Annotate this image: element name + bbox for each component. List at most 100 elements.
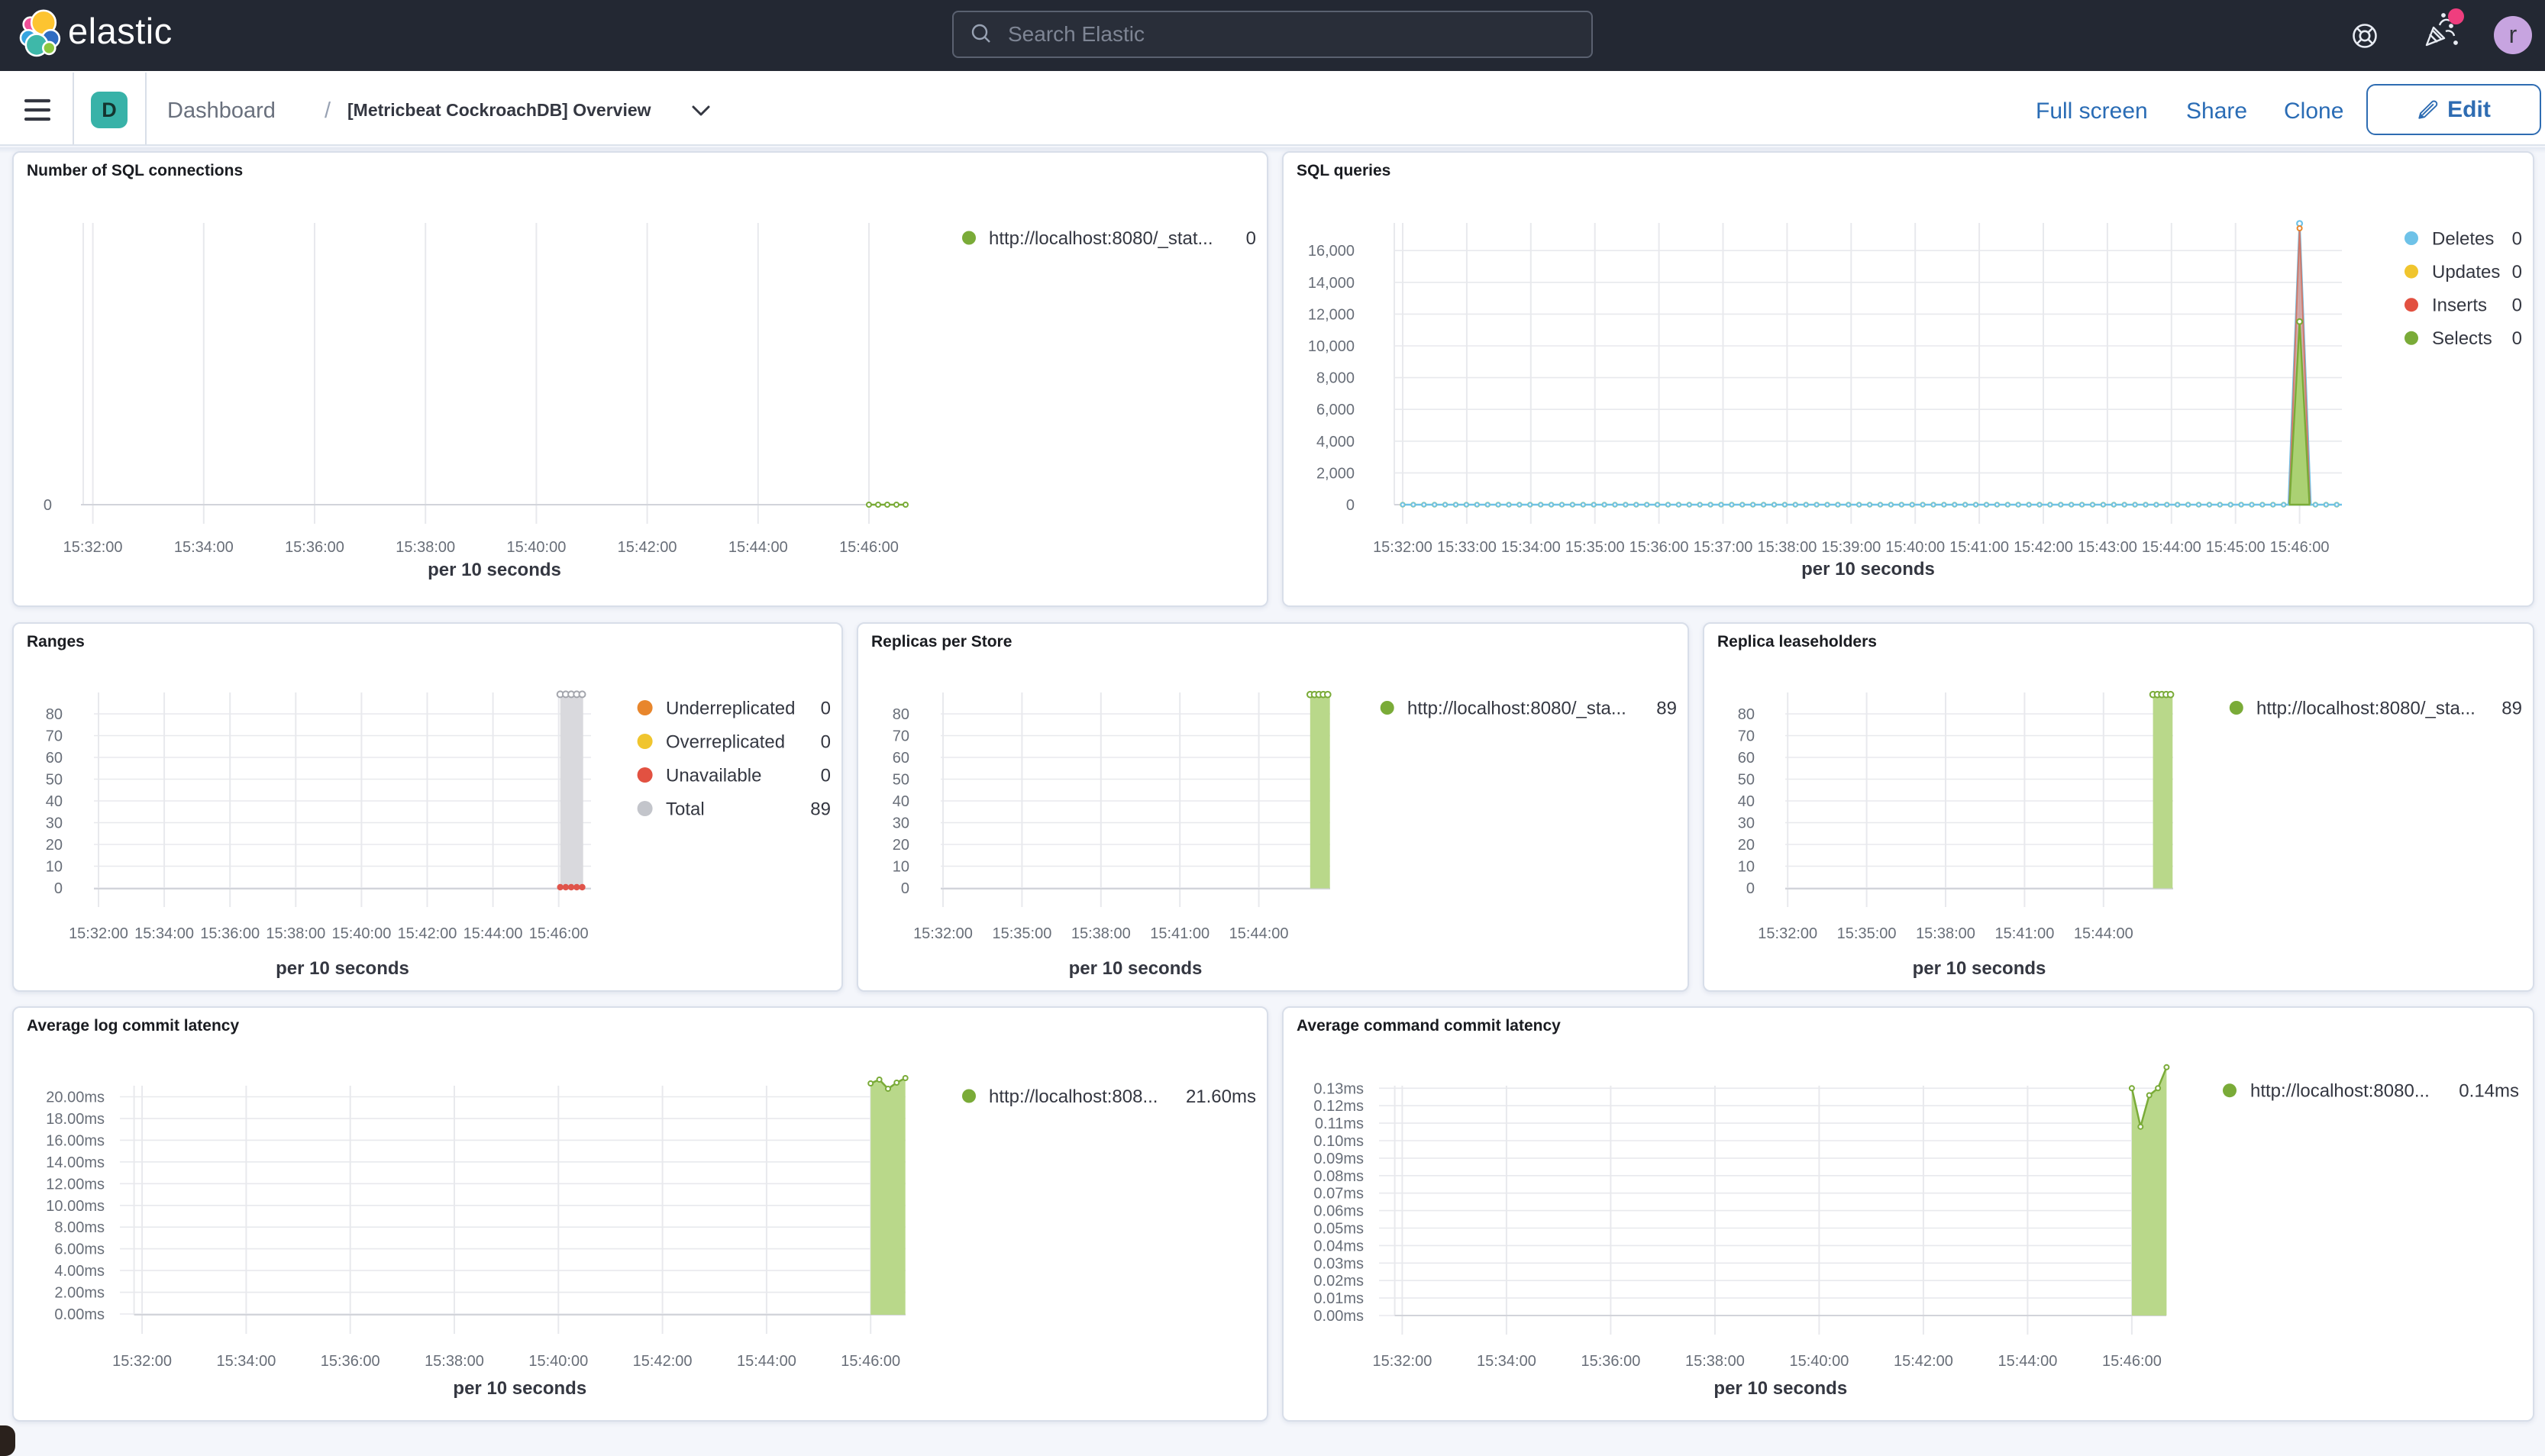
svg-text:0.08ms: 0.08ms xyxy=(1313,1168,1364,1185)
svg-text:30: 30 xyxy=(893,815,909,832)
svg-text:15:41:00: 15:41:00 xyxy=(1150,925,1210,942)
svg-text:0.04ms: 0.04ms xyxy=(1313,1238,1364,1254)
svg-text:15:44:00: 15:44:00 xyxy=(463,925,523,942)
svg-text:15:46:00: 15:46:00 xyxy=(2102,1353,2162,1370)
svg-text:Deletes: Deletes xyxy=(2432,228,2494,249)
svg-text:89: 89 xyxy=(1656,698,1677,718)
svg-text:0.13ms: 0.13ms xyxy=(1313,1080,1364,1097)
svg-text:15:43:00: 15:43:00 xyxy=(2078,539,2137,556)
svg-text:per 10 seconds: per 10 seconds xyxy=(1069,958,1203,979)
svg-text:15:44:00: 15:44:00 xyxy=(728,539,788,556)
svg-text:http://localhost:8080/_sta...: http://localhost:8080/_sta... xyxy=(1407,698,1626,718)
svg-text:2,000: 2,000 xyxy=(1316,465,1355,482)
svg-text:15:38:00: 15:38:00 xyxy=(396,539,455,556)
svg-text:15:34:00: 15:34:00 xyxy=(134,925,194,942)
svg-text:0.11ms: 0.11ms xyxy=(1315,1115,1364,1132)
svg-text:15:44:00: 15:44:00 xyxy=(737,1353,796,1370)
svg-text:2.00ms: 2.00ms xyxy=(54,1285,105,1302)
svg-text:15:46:00: 15:46:00 xyxy=(2270,539,2330,556)
svg-text:Inserts: Inserts xyxy=(2432,295,2487,316)
svg-text:0.00ms: 0.00ms xyxy=(54,1306,105,1323)
svg-text:15:38:00: 15:38:00 xyxy=(266,925,325,942)
svg-text:20: 20 xyxy=(1738,837,1755,854)
svg-text:60: 60 xyxy=(893,750,909,767)
svg-text:15:44:00: 15:44:00 xyxy=(1229,925,1289,942)
svg-text:10.00ms: 10.00ms xyxy=(46,1198,105,1215)
svg-text:0.06ms: 0.06ms xyxy=(1313,1203,1364,1220)
svg-text:15:38:00: 15:38:00 xyxy=(425,1353,484,1370)
svg-text:50: 50 xyxy=(1738,772,1755,789)
svg-text:0.14ms: 0.14ms xyxy=(2459,1081,2519,1102)
svg-text:Selects: Selects xyxy=(2432,328,2492,349)
svg-text:15:46:00: 15:46:00 xyxy=(529,925,589,942)
svg-text:30: 30 xyxy=(46,815,63,832)
svg-text:http://localhost:8080/_stat...: http://localhost:8080/_stat... xyxy=(989,228,1213,249)
svg-text:12,000: 12,000 xyxy=(1308,306,1355,323)
svg-text:10: 10 xyxy=(46,859,63,876)
svg-text:10: 10 xyxy=(893,859,909,876)
svg-text:70: 70 xyxy=(1738,728,1755,745)
svg-text:10: 10 xyxy=(1738,859,1755,876)
svg-text:15:40:00: 15:40:00 xyxy=(1885,539,1945,556)
svg-text:15:32:00: 15:32:00 xyxy=(1373,539,1432,556)
svg-text:0.10ms: 0.10ms xyxy=(1313,1133,1364,1150)
svg-text:15:46:00: 15:46:00 xyxy=(841,1353,900,1370)
svg-text:40: 40 xyxy=(1738,793,1755,810)
svg-text:0.02ms: 0.02ms xyxy=(1313,1273,1364,1290)
svg-text:15:36:00: 15:36:00 xyxy=(1581,1353,1640,1370)
svg-text:15:33:00: 15:33:00 xyxy=(1437,539,1497,556)
svg-text:0.00ms: 0.00ms xyxy=(1313,1308,1364,1325)
svg-text:15:35:00: 15:35:00 xyxy=(1837,925,1897,942)
svg-text:8.00ms: 8.00ms xyxy=(54,1219,105,1236)
svg-text:0: 0 xyxy=(821,765,831,786)
svg-text:0: 0 xyxy=(1746,880,1755,897)
svg-text:per 10 seconds: per 10 seconds xyxy=(453,1378,586,1399)
svg-text:4.00ms: 4.00ms xyxy=(54,1263,105,1280)
svg-text:http://localhost:8080/_sta...: http://localhost:8080/_sta... xyxy=(2256,698,2476,718)
svg-text:50: 50 xyxy=(46,772,63,789)
svg-text:89: 89 xyxy=(810,799,831,819)
svg-text:80: 80 xyxy=(46,706,63,723)
svg-text:89: 89 xyxy=(2501,698,2522,718)
svg-text:15:35:00: 15:35:00 xyxy=(1565,539,1625,556)
svg-text:70: 70 xyxy=(893,728,909,745)
svg-text:per 10 seconds: per 10 seconds xyxy=(428,560,561,580)
svg-text:16.00ms: 16.00ms xyxy=(46,1132,105,1149)
svg-text:15:40:00: 15:40:00 xyxy=(506,539,566,556)
svg-text:0: 0 xyxy=(821,731,831,752)
svg-text:15:34:00: 15:34:00 xyxy=(174,539,234,556)
svg-text:80: 80 xyxy=(893,706,909,723)
svg-text:per 10 seconds: per 10 seconds xyxy=(276,958,409,979)
svg-text:15:36:00: 15:36:00 xyxy=(321,1353,380,1370)
svg-text:40: 40 xyxy=(893,793,909,810)
svg-text:per 10 seconds: per 10 seconds xyxy=(1713,1378,1847,1399)
svg-text:15:34:00: 15:34:00 xyxy=(1477,1353,1536,1370)
svg-text:0: 0 xyxy=(2512,328,2522,349)
svg-text:50: 50 xyxy=(893,772,909,789)
svg-text:0: 0 xyxy=(2512,295,2522,316)
svg-text:70: 70 xyxy=(46,728,63,745)
svg-text:40: 40 xyxy=(46,793,63,810)
svg-text:0: 0 xyxy=(1346,497,1355,514)
svg-text:15:44:00: 15:44:00 xyxy=(1998,1353,2057,1370)
svg-text:http://localhost:808...: http://localhost:808... xyxy=(989,1086,1158,1107)
svg-text:15:40:00: 15:40:00 xyxy=(1789,1353,1849,1370)
svg-text:0: 0 xyxy=(44,497,52,514)
svg-text:15:35:00: 15:35:00 xyxy=(992,925,1051,942)
svg-text:20.00ms: 20.00ms xyxy=(46,1090,105,1106)
svg-text:15:42:00: 15:42:00 xyxy=(618,539,677,556)
svg-text:15:34:00: 15:34:00 xyxy=(1501,539,1561,556)
svg-text:15:32:00: 15:32:00 xyxy=(913,925,973,942)
svg-text:16,000: 16,000 xyxy=(1308,243,1355,260)
svg-text:0: 0 xyxy=(2512,228,2522,249)
svg-text:0.01ms: 0.01ms xyxy=(1313,1290,1364,1307)
svg-text:20: 20 xyxy=(46,837,63,854)
svg-text:8,000: 8,000 xyxy=(1316,370,1355,387)
svg-text:0: 0 xyxy=(54,880,63,897)
svg-text:15:32:00: 15:32:00 xyxy=(1372,1353,1432,1370)
svg-text:0.07ms: 0.07ms xyxy=(1313,1186,1364,1203)
svg-text:10,000: 10,000 xyxy=(1308,338,1355,355)
svg-text:15:42:00: 15:42:00 xyxy=(398,925,457,942)
svg-text:15:36:00: 15:36:00 xyxy=(1629,539,1689,556)
svg-text:15:32:00: 15:32:00 xyxy=(63,539,123,556)
